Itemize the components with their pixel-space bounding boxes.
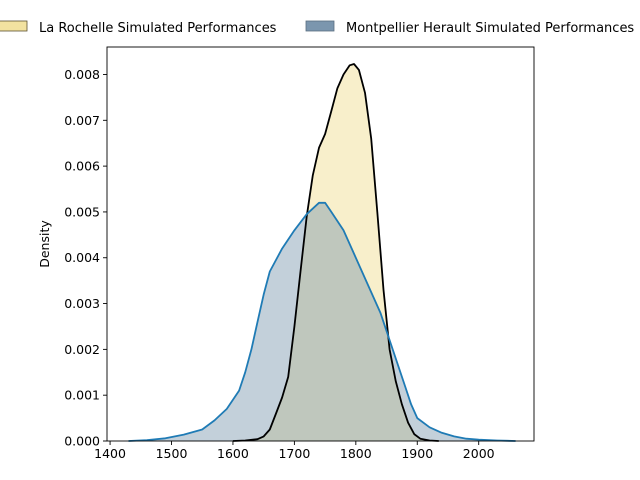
series-0-line <box>232 63 439 442</box>
x-tick-label-5: 1900 <box>401 446 433 461</box>
y-tick-label-3: 0.003 <box>64 296 100 311</box>
plot-fills <box>128 64 516 441</box>
plot-lines <box>128 63 516 442</box>
y-tick-label-5: 0.005 <box>64 204 100 219</box>
legend-swatch-1 <box>305 20 335 32</box>
legend-label-1: Montpellier Herault Simulated Performanc… <box>346 21 634 36</box>
x-tick-label-2: 1600 <box>217 446 249 461</box>
x-tick-label-1: 1500 <box>156 446 188 461</box>
legend-label-0: La Rochelle Simulated Performances <box>39 21 277 36</box>
y-tick-label-6: 0.006 <box>64 159 100 174</box>
legend: La Rochelle Simulated Performances Montpe… <box>0 20 634 36</box>
y-tick-label-4: 0.004 <box>64 250 100 265</box>
y-axis: 0.000 0.001 0.002 0.003 0.004 0.005 0.006 0.007… <box>64 67 107 449</box>
series-1-line <box>128 201 516 442</box>
x-tick-label-0: 1400 <box>94 446 126 461</box>
x-tick-label-4: 1800 <box>340 446 372 461</box>
axes-frame <box>106 46 535 442</box>
legend-swatch-0 <box>0 20 28 32</box>
y-tick-label-2: 0.002 <box>64 342 100 357</box>
y-axis-label: Density <box>37 220 52 268</box>
y-tick-label-1: 0.001 <box>64 388 100 403</box>
x-tick-label-3: 1700 <box>278 446 310 461</box>
series-0-fill <box>232 64 439 441</box>
series-1-fill <box>128 202 516 441</box>
y-tick-label-0: 0.000 <box>64 434 100 449</box>
y-tick-label-8: 0.008 <box>64 67 100 82</box>
x-axis: 1400 1500 1600 1700 1800 1900 2000 <box>94 441 495 461</box>
y-tick-label-7: 0.007 <box>64 113 100 128</box>
x-tick-label-6: 2000 <box>463 446 495 461</box>
